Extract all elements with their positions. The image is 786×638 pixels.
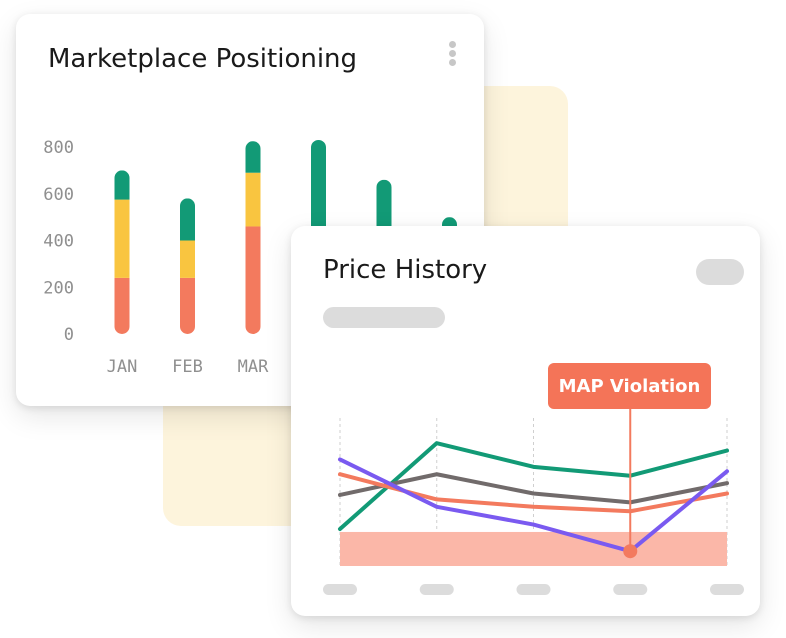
bar-segment xyxy=(180,277,195,334)
violation-point xyxy=(623,544,638,559)
bar-stack xyxy=(180,198,195,334)
card-title: Price History xyxy=(323,255,488,285)
bar-segment xyxy=(114,277,130,334)
x-tick-placeholder xyxy=(323,584,357,595)
x-tick-label: JAN xyxy=(107,357,138,377)
x-tick-placeholder xyxy=(710,584,744,595)
card-title: Marketplace Positioning xyxy=(48,44,358,74)
x-tick-label: FEB xyxy=(172,357,203,377)
bar-segment xyxy=(114,199,130,278)
bar-segment xyxy=(245,172,261,227)
x-tick-placeholder xyxy=(613,584,648,595)
x-tick-label: MAR xyxy=(238,357,269,377)
map-violation-callout: MAP Violation xyxy=(548,363,711,409)
price-history-card: Price History MAP Violation xyxy=(291,226,760,616)
map-threshold-band xyxy=(340,531,727,566)
y-tick-label: 200 xyxy=(43,278,74,298)
x-tick-placeholder xyxy=(419,584,454,595)
kebab-menu-icon[interactable] xyxy=(444,41,460,71)
y-tick-label: 800 xyxy=(43,138,74,158)
bar-segment xyxy=(245,141,261,173)
x-tick-placeholder xyxy=(516,584,551,595)
bar-stack xyxy=(245,141,261,334)
kebab-dot xyxy=(449,41,456,48)
subtitle-placeholder xyxy=(323,307,445,328)
bar-segment xyxy=(180,198,195,241)
bar-segment xyxy=(245,226,261,334)
price-line-chart xyxy=(323,409,744,595)
price-series-line xyxy=(338,472,729,505)
bar-stack xyxy=(114,170,130,334)
y-tick-label: 0 xyxy=(64,325,74,345)
bar-segment xyxy=(114,170,130,200)
bar-segment xyxy=(180,240,195,278)
y-tick-label: 600 xyxy=(43,185,74,205)
kebab-dot xyxy=(449,59,456,66)
price-series-line xyxy=(338,457,729,554)
kebab-dot xyxy=(449,50,456,57)
y-tick-label: 400 xyxy=(43,232,74,252)
price-series-line xyxy=(338,441,729,531)
toggle-placeholder[interactable] xyxy=(696,259,744,285)
